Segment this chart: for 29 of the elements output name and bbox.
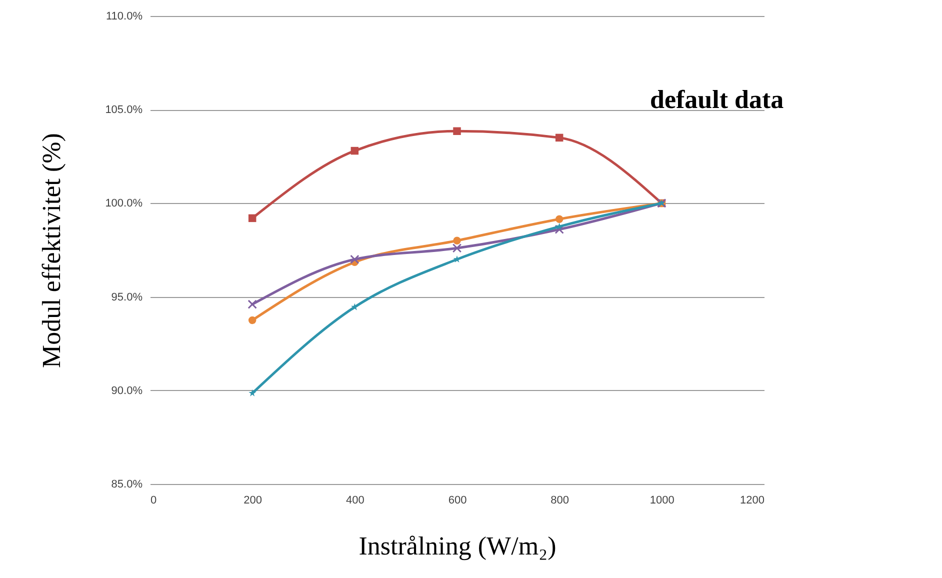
x-tick-label: 600	[448, 494, 467, 506]
x-axis-title: Instrålning (W/m₂)	[358, 532, 556, 560]
point	[248, 300, 257, 309]
x-tick-label: 200	[244, 494, 262, 506]
y-tick-label: 90.0%	[111, 384, 143, 397]
point	[350, 254, 360, 264]
point	[350, 303, 358, 310]
point	[248, 389, 256, 396]
y-tick-label: 105.0%	[105, 104, 143, 116]
point	[453, 127, 461, 135]
y-tick-label: 85.0%	[111, 478, 143, 490]
y-tick-label: 110.0%	[106, 10, 143, 22]
point	[248, 214, 256, 222]
x-tick-label: 1000	[650, 494, 674, 506]
y-axis-title: Modul effektivitet (%)	[37, 133, 66, 368]
point	[555, 134, 564, 142]
y-tick-label: 95.0%	[111, 291, 143, 304]
point	[554, 224, 564, 234]
x-tick-label: 400	[346, 494, 364, 506]
point	[350, 146, 359, 155]
point	[452, 244, 462, 253]
x-tick-label: 1200	[740, 494, 764, 506]
annotation: default data	[650, 85, 784, 114]
x-tick-label: 800	[550, 494, 570, 506]
point	[248, 316, 256, 324]
point	[453, 236, 461, 245]
point	[555, 215, 564, 223]
x-tick-label: 0	[150, 494, 157, 506]
y-tick-label: 100.0%	[105, 198, 143, 210]
